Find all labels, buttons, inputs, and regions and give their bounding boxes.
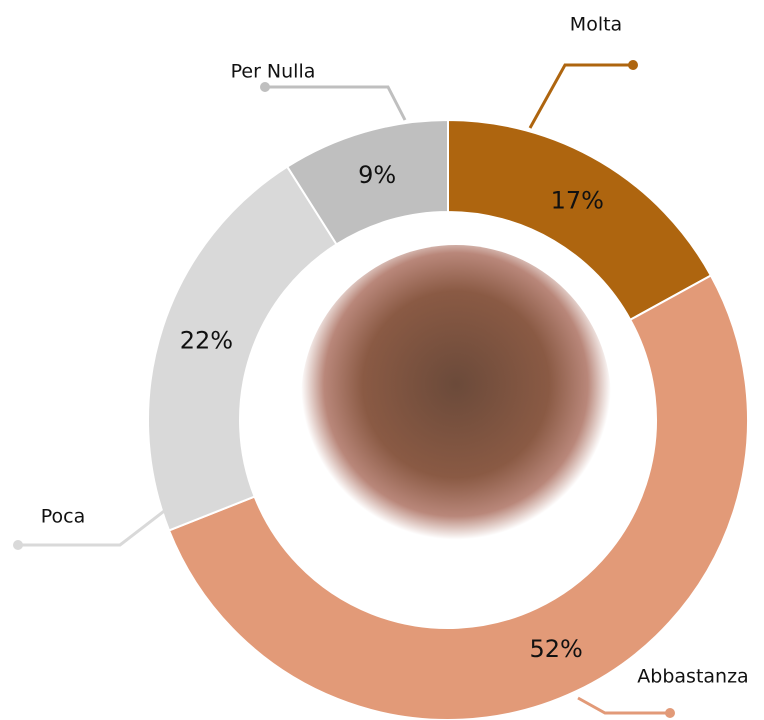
category-label: Poca [41,506,86,528]
leader-line [265,85,407,121]
value-label: 52% [529,635,582,663]
category-label: Molta [570,14,622,36]
leader-line [528,63,633,129]
center-photo [301,245,611,555]
donut-slice [167,274,749,720]
category-label: Per Nulla [231,61,316,83]
donut-slice [285,118,449,246]
category-label: Abbastanza [637,666,748,688]
donut-slice [147,165,338,532]
value-label: 22% [180,327,233,355]
value-label: 9% [358,161,396,189]
value-label: 17% [551,186,604,214]
leader-dot [628,60,638,70]
leader-dot [13,540,23,550]
leader-dot [260,82,270,92]
leader-dot [665,708,675,718]
leader-line [18,503,173,547]
leader-line [577,696,670,715]
